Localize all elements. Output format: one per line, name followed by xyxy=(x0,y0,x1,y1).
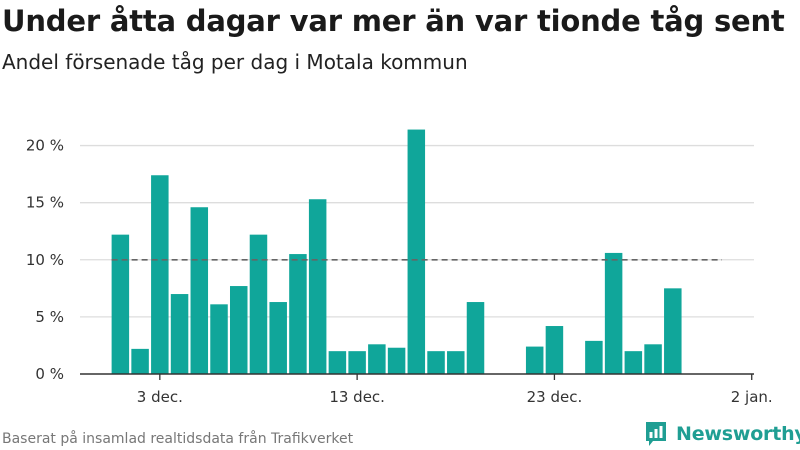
bar: 3 dec.: 17.4 % xyxy=(151,175,169,374)
bar: 8 dec.: 12.2 % xyxy=(249,234,268,374)
bar: 12 dec.: 2 % xyxy=(328,351,347,374)
bar: 4 dec.: 7 % xyxy=(170,294,189,374)
brand-logo: Newsworthy xyxy=(644,420,800,448)
bar: 27 dec.: 2 % xyxy=(624,351,643,374)
bar: 22 dec.: 2.4 % xyxy=(525,346,544,374)
bar: 25 dec.: 2.9 % xyxy=(585,340,603,374)
y-tick-label: 15 % xyxy=(26,194,64,212)
x-tick-label: 2 jan. xyxy=(731,388,773,406)
bar: 13 dec.: 2 % xyxy=(348,351,366,374)
bar: 2 dec.: 2.2 % xyxy=(131,348,149,374)
y-tick-label: 0 % xyxy=(35,365,64,383)
bar: 11 dec.: 15.3 % xyxy=(308,199,327,374)
bar: 19 dec.: 6.3 % xyxy=(466,302,485,374)
source-note: Baserat på insamlad realtidsdata från Tr… xyxy=(2,431,354,447)
newsworthy-logo-icon xyxy=(646,422,666,446)
bar: 23 dec.: 4.2 % xyxy=(545,326,564,374)
bar: 10 dec.: 10.5 % xyxy=(289,254,307,374)
bar: 18 dec.: 2 % xyxy=(447,351,465,374)
axis-layer: 0 % 5 % 10 % 15 % 20 % 3 dec. 13 dec. 23 dec. 2 … xyxy=(26,137,773,406)
chart-title: Under åtta dagar var mer än var tionde t… xyxy=(2,4,785,38)
brand-name: Newsworthy xyxy=(676,423,800,445)
bar: 14 dec.: 2.6 % xyxy=(368,344,386,374)
x-tick-label: 13 dec. xyxy=(329,388,385,406)
bar: 1 dec.: 12.2 % xyxy=(111,234,130,374)
bar: 16 dec.: 21.4 % xyxy=(407,129,426,374)
bars-layer: 1 dec.: 12.2 %2 dec.: 2.2 %3 dec.: 17.4 … xyxy=(111,129,682,374)
bar: 29 dec.: 7.5 % xyxy=(664,288,682,374)
bar: 15 dec.: 2.3 % xyxy=(387,347,406,374)
chart-subtitle: Andel försenade tåg per dag i Motala kom… xyxy=(2,50,468,74)
bar: 26 dec.: 10.6 % xyxy=(604,252,623,374)
x-tick-label: 3 dec. xyxy=(137,388,183,406)
bar: 5 dec.: 14.6 % xyxy=(190,207,209,374)
bar: 6 dec.: 6.1 % xyxy=(210,304,228,374)
x-tick-label: 23 dec. xyxy=(527,388,583,406)
bar: 9 dec.: 6.3 % xyxy=(269,302,287,374)
bar: 17 dec.: 2 % xyxy=(427,351,445,374)
y-tick-label: 10 % xyxy=(26,251,64,269)
y-tick-label: 20 % xyxy=(26,137,64,155)
y-tick-label: 5 % xyxy=(35,308,64,326)
bar: 28 dec.: 2.6 % xyxy=(644,344,662,374)
bar: 7 dec.: 7.7 % xyxy=(229,286,248,374)
